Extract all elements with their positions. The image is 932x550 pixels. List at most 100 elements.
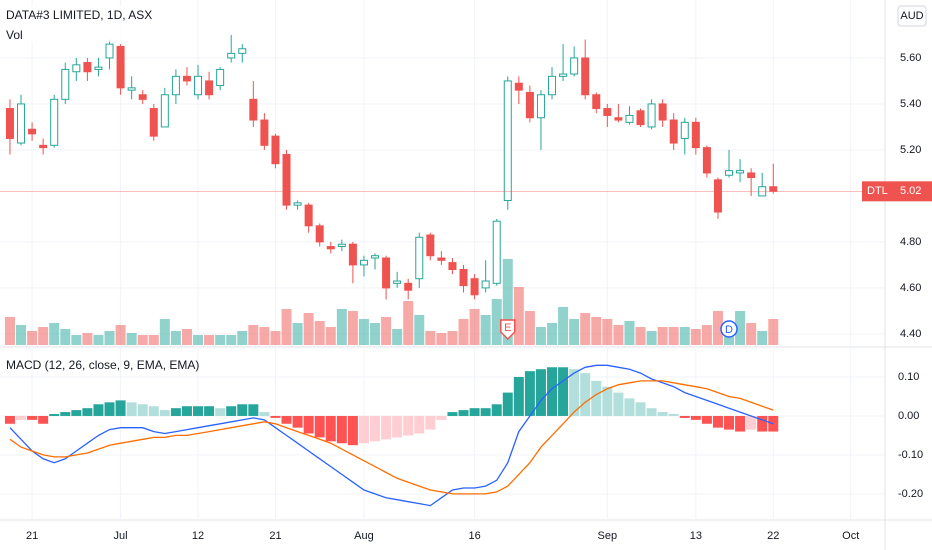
candle-body — [736, 170, 745, 174]
macd-histogram-bar — [325, 415, 336, 442]
volume-bar — [591, 317, 602, 345]
volume-bar — [104, 331, 115, 345]
volume-bar — [679, 327, 690, 345]
candle-body — [271, 135, 280, 165]
macd-histogram-bar — [425, 415, 436, 430]
macd-histogram-bar — [679, 415, 690, 418]
candle-body — [393, 280, 402, 284]
macd-line — [9, 380, 774, 495]
macd-histogram-bar — [49, 414, 60, 416]
volume-bar — [336, 309, 347, 345]
volume-bar — [547, 323, 558, 345]
volume-bar — [403, 301, 414, 345]
y2-tick-label: 0.00 — [898, 410, 919, 422]
candle-body — [61, 68, 70, 100]
volume-bar — [447, 331, 458, 345]
macd-histogram-bar — [226, 406, 237, 416]
x-tick-label: Oct — [842, 530, 859, 542]
macd-histogram-bar — [93, 404, 104, 416]
candle-body — [415, 236, 424, 280]
candle-body — [492, 220, 501, 284]
candle-body — [182, 75, 191, 82]
macd-histogram-bar — [137, 404, 148, 416]
macd-histogram-bar — [392, 415, 403, 438]
macd-histogram-bar — [569, 369, 580, 416]
candle-body — [227, 52, 236, 59]
volume-bar — [535, 327, 546, 345]
macd-histogram-bar — [193, 406, 204, 416]
dividend-label: D — [725, 324, 733, 336]
volume-bar — [4, 317, 15, 345]
macd-histogram-bar — [735, 415, 746, 432]
y-tick-label: 4.60 — [900, 282, 921, 294]
macd-histogram-bar — [314, 415, 325, 438]
candle-body — [260, 119, 269, 146]
symbol-label: DTL — [867, 185, 888, 197]
macd-histogram-bar — [204, 406, 215, 416]
volume-bar — [292, 323, 303, 345]
candle-body — [702, 147, 711, 174]
macd-histogram-bar — [4, 415, 15, 424]
candle-body — [581, 57, 590, 96]
candle-body — [171, 75, 180, 96]
earnings-badge — [500, 319, 516, 341]
candle-body — [459, 269, 468, 287]
candle-body — [636, 110, 645, 126]
macd-histogram-bar — [370, 415, 381, 442]
volume-bar — [27, 331, 38, 345]
candle-body — [83, 62, 92, 73]
candle-body — [337, 243, 346, 248]
candle-body — [647, 103, 656, 128]
macd-histogram-bar — [248, 404, 259, 416]
macd-histogram-bar — [237, 404, 248, 416]
macd-histogram-bar — [668, 414, 679, 416]
volume-bar — [701, 325, 712, 345]
volume-bar — [181, 329, 192, 345]
macd-histogram-bar — [646, 408, 657, 416]
macd-histogram-bar — [701, 415, 712, 424]
macd-histogram-bar — [690, 415, 701, 420]
candle-body — [28, 128, 37, 135]
candle-body — [17, 103, 26, 144]
candle-body — [725, 170, 734, 176]
volume-bar — [657, 327, 668, 345]
volume-bar — [712, 311, 723, 345]
x-tick-label: Aug — [354, 530, 374, 542]
volume-bar — [281, 309, 292, 345]
volume-bar — [668, 327, 679, 345]
macd-histogram-bar — [303, 415, 314, 434]
volume-bar — [347, 311, 358, 345]
macd-histogram-bar — [469, 408, 480, 416]
macd-histogram-bar — [381, 415, 392, 440]
macd-histogram-bar — [148, 406, 159, 416]
last-price-label: 5.02 — [900, 185, 921, 197]
x-tick-label: Sep — [598, 530, 618, 542]
macd-histogram-bar — [602, 386, 613, 416]
candle-body — [105, 43, 114, 59]
volume-bar — [193, 335, 204, 345]
macd-histogram-bar — [292, 415, 303, 428]
macd-histogram-bar — [270, 415, 281, 418]
macd-histogram-bar — [558, 367, 569, 416]
macd-histogram-bar — [336, 415, 347, 444]
candle-body — [382, 257, 391, 289]
candle-body — [116, 45, 125, 89]
volume-bar — [768, 319, 779, 345]
candle-body — [548, 75, 557, 96]
candle-body — [94, 66, 103, 70]
candle-body — [470, 278, 479, 296]
candle-body — [282, 154, 291, 206]
volume-bar — [690, 329, 701, 345]
macd-histogram-bar — [746, 415, 757, 430]
currency-box[interactable] — [897, 5, 927, 27]
macd-histogram-bar — [104, 402, 115, 416]
volume-bar — [469, 309, 480, 345]
candle-body — [426, 234, 435, 257]
volume-bar — [303, 313, 314, 345]
candle-body — [293, 202, 302, 206]
volume-bar — [458, 319, 469, 345]
y-tick-label: 5.60 — [900, 52, 921, 64]
macd-histogram-bar — [657, 412, 668, 416]
